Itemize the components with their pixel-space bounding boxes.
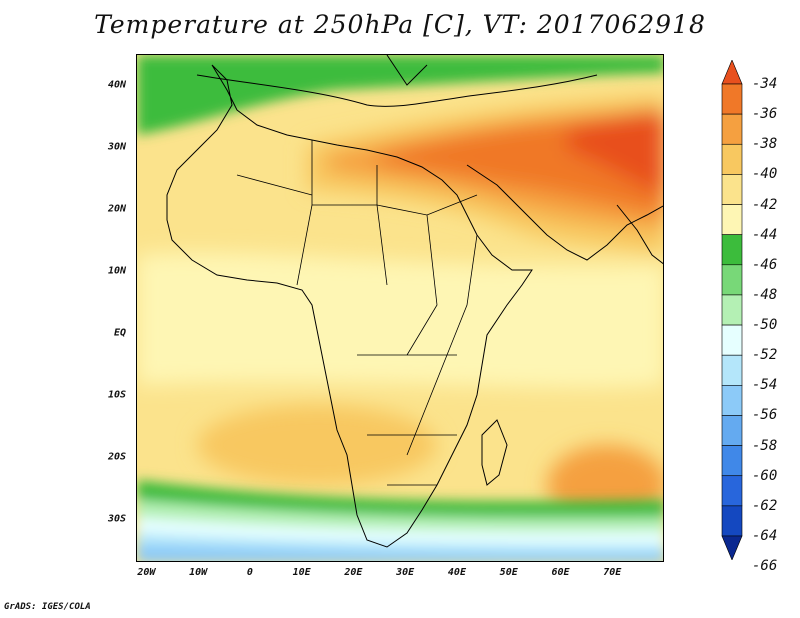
lon-tick-label: 10E [292,567,311,578]
lon-tick-label: 50E [499,567,518,578]
colorbar-tick-label: -48 [752,286,778,303]
colorbar-tick-label: -42 [752,196,778,213]
lat-tick-label: EQ [113,327,126,339]
lon-tick-label: 20E [344,567,363,578]
colorbar [721,60,743,560]
colorbar-tick-label: -62 [752,497,778,514]
colorbar-segment [721,234,743,266]
field-region-34 [567,110,663,195]
colorbar-segment [721,113,743,145]
colorbar-tick-label: -38 [752,136,778,153]
colorbar-segment [721,354,743,386]
colorbar-tick-label: -60 [752,467,778,484]
madagascar-outline [481,419,508,486]
colorbar-segment [721,415,743,446]
colorbar-segment [721,83,743,115]
cold-bands [137,55,663,561]
lat-tick-label: 30S [107,513,126,525]
colorbar-tick-label: -46 [752,256,778,273]
india-coast [616,204,663,265]
chart-title: Temperature at 250hPa [C], VT: 201706291… [94,10,706,39]
colorbar-tick-label: -34 [752,76,778,92]
credit-text: GrADS: IGES/COLA [4,602,91,612]
lat-tick-label: 30N [107,141,126,153]
lon-tick-label: 20W [137,567,156,578]
colorbar-segment [721,294,743,326]
colorbar-segment [721,475,743,507]
colorbar-bottom-arrow [721,535,743,560]
colorbar-tick-label: -40 [752,166,778,183]
colorbar-segment [721,505,743,537]
colorbar-segment [721,264,743,296]
colorbar-tick-label: -64 [752,528,778,544]
colorbar-tick-label: -44 [752,226,778,243]
lon-tick-label: 30E [396,567,415,578]
colorbar-segment [721,324,743,356]
lon-tick-label: 0 [246,567,253,578]
italy-coast [386,55,428,86]
colorbar-segment [721,174,743,205]
field-region-44 [137,252,663,388]
colorbar-tick-label: -66 [752,558,778,575]
lat-tick-label: 40N [107,79,126,91]
colorbar-tick-label: -58 [752,437,778,454]
lat-tick-label: 10S [107,389,126,401]
arabia-coast [466,164,663,261]
lat-tick-label: 20S [107,451,126,463]
colorbar-tick-label: -54 [752,377,778,394]
lat-tick-label: 20N [107,203,126,215]
coastlines [166,55,663,548]
colorbar-segment [721,385,743,416]
lon-tick-label: 60E [551,567,570,578]
field-region-south-atlantic [197,405,437,485]
colorbar-tick-label: -52 [752,347,778,364]
colorbar-tick-label: -36 [752,106,778,123]
colorbar-tick-label: -56 [752,407,778,424]
country-borders [236,140,478,486]
colorbar-tick-label: -50 [752,317,778,334]
lon-tick-label: 10W [189,567,208,578]
field-region-56 [137,545,663,561]
colorbar-segment [721,143,743,175]
colorbar-segment [721,445,743,477]
field-region-46-north [137,55,663,135]
lon-tick-label: 70E [603,567,622,578]
lon-tick-label: 40E [447,567,466,578]
africa-outline [166,64,533,548]
map-panel [136,54,664,562]
colorbar-top-arrow [721,60,743,85]
temperature-field-map [137,55,663,561]
mediterranean-coast [196,74,598,107]
lat-tick-label: 10N [107,265,126,277]
colorbar-segment [721,204,743,235]
